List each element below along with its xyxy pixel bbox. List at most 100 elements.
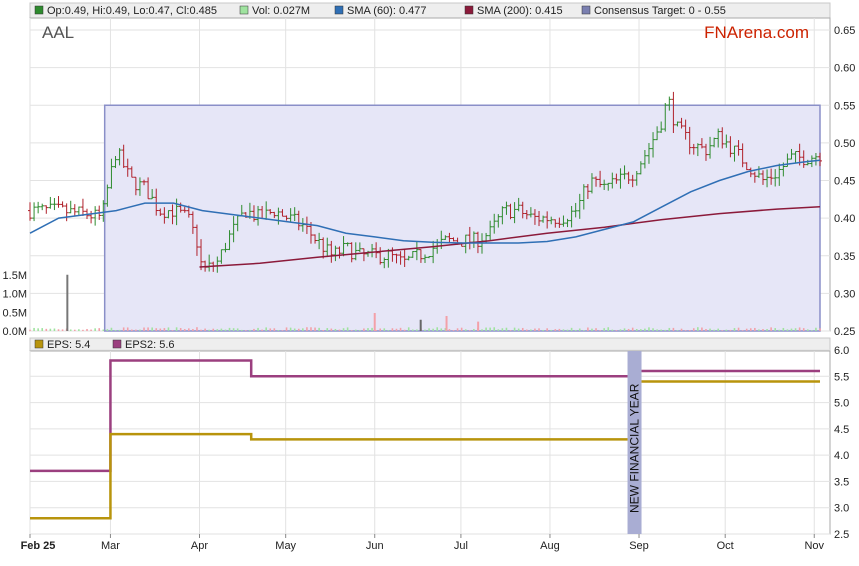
volume-bar [635, 328, 638, 331]
volume-bar [766, 329, 768, 331]
volume-bar [574, 329, 577, 331]
volume-bar [29, 329, 31, 331]
volume-bar [143, 327, 145, 331]
eps2-line [30, 359, 820, 473]
volume-bar [505, 327, 508, 331]
eps-tick-label: 3.0 [834, 503, 849, 515]
price-tick-label: 0.40 [834, 213, 855, 225]
volume-bar [302, 328, 304, 331]
volume-bar [289, 327, 292, 331]
legend-entry: Consensus Target: 0 - 0.55 [594, 5, 726, 17]
new-financial-year-label: NEW FINANCIAL YEAR [628, 383, 642, 513]
volume-bar [729, 329, 732, 331]
volume-bar [656, 329, 658, 331]
volume-spike [445, 316, 448, 331]
volume-bar [570, 327, 573, 331]
volume-bar [326, 328, 329, 331]
volume-bar [473, 328, 475, 331]
volume-bar [403, 329, 406, 331]
volume-tick-label: 1.0M [3, 289, 27, 301]
volume-bar [73, 329, 76, 331]
eps-axis: 6.0 5.5 5.0 4.5 4.0 3.5 3.0 2.5 [834, 345, 849, 541]
volume-bar [485, 327, 487, 331]
volume-bar [232, 328, 235, 331]
volume-bar [82, 329, 84, 331]
volume-bar [489, 327, 491, 331]
volume-bar [432, 328, 434, 331]
volume-bar [98, 328, 101, 331]
volume-bar [513, 327, 516, 331]
volume-bar [546, 328, 548, 331]
volume-bar [379, 328, 382, 331]
volume-bar [399, 327, 402, 331]
price-tick-label: 0.60 [834, 63, 855, 75]
volume-bar [786, 329, 789, 331]
volume-bar [709, 328, 711, 331]
volume-bar [179, 328, 182, 331]
volume-bar [151, 327, 153, 331]
volume-bar [615, 330, 618, 331]
volume-bar [57, 329, 60, 331]
x-tick-label: Aug [540, 540, 560, 552]
volume-bar [749, 328, 752, 331]
volume-bar [741, 330, 744, 331]
volume-bar [599, 330, 601, 331]
volume-bar [41, 328, 44, 331]
volume-bar [118, 329, 121, 331]
volume-bar [631, 327, 634, 331]
legend-swatch [34, 339, 44, 349]
price-tick-label: 0.50 [834, 138, 855, 150]
volume-bar [196, 327, 198, 331]
volume-bar [167, 327, 170, 331]
volume-bar [688, 330, 691, 331]
x-tick-label: Mar [101, 540, 120, 552]
volume-tick-label: 1.5M [3, 270, 27, 282]
volume-spike [419, 319, 422, 331]
volume-bars [29, 274, 821, 331]
volume-bar [94, 328, 96, 331]
volume-bar [159, 328, 162, 331]
volume-bar [126, 327, 129, 331]
volume-bar [61, 329, 64, 331]
volume-bar [668, 327, 671, 331]
volume-bar [383, 328, 386, 331]
x-tick-label: Sep [629, 540, 649, 552]
volume-bar [713, 329, 715, 331]
volume-bar [391, 328, 394, 331]
legend-entry: Op:0.49, Hi:0.49, Lo:0.47, Cl:0.485 [47, 5, 217, 17]
volume-bar [790, 328, 793, 331]
volume-bar [102, 329, 105, 331]
volume-bar [33, 327, 35, 331]
volume-bar [350, 330, 353, 331]
eps-panel [29, 350, 831, 535]
volume-bar [45, 328, 48, 331]
volume-bar [798, 327, 801, 331]
volume-bar [640, 329, 642, 331]
new-financial-year-band [627, 351, 642, 534]
legend-swatch [239, 5, 249, 15]
volume-bar [49, 328, 52, 331]
volume-bar [526, 329, 528, 331]
volume-bar [359, 329, 361, 331]
legend-swatch [464, 5, 474, 15]
volume-bar [245, 330, 247, 331]
volume-bar [269, 328, 272, 331]
legend-entry: EPS2: 5.6 [125, 339, 175, 351]
volume-bar [330, 328, 333, 331]
volume-bar [86, 328, 88, 331]
volume-spike [373, 313, 376, 331]
volume-bar [802, 328, 805, 331]
volume-bar [171, 330, 174, 331]
volume-bar [501, 328, 504, 331]
volume-bar [550, 329, 553, 331]
price-tick-label: 0.25 [834, 326, 855, 338]
volume-bar [464, 329, 467, 331]
volume-bar [680, 328, 683, 331]
volume-bar [684, 330, 687, 331]
volume-bar [424, 329, 426, 331]
ticker-symbol: AAL [42, 23, 74, 42]
eps-line [30, 380, 820, 520]
volume-bar [411, 329, 414, 331]
legend-entry: EPS: 5.4 [47, 339, 90, 351]
